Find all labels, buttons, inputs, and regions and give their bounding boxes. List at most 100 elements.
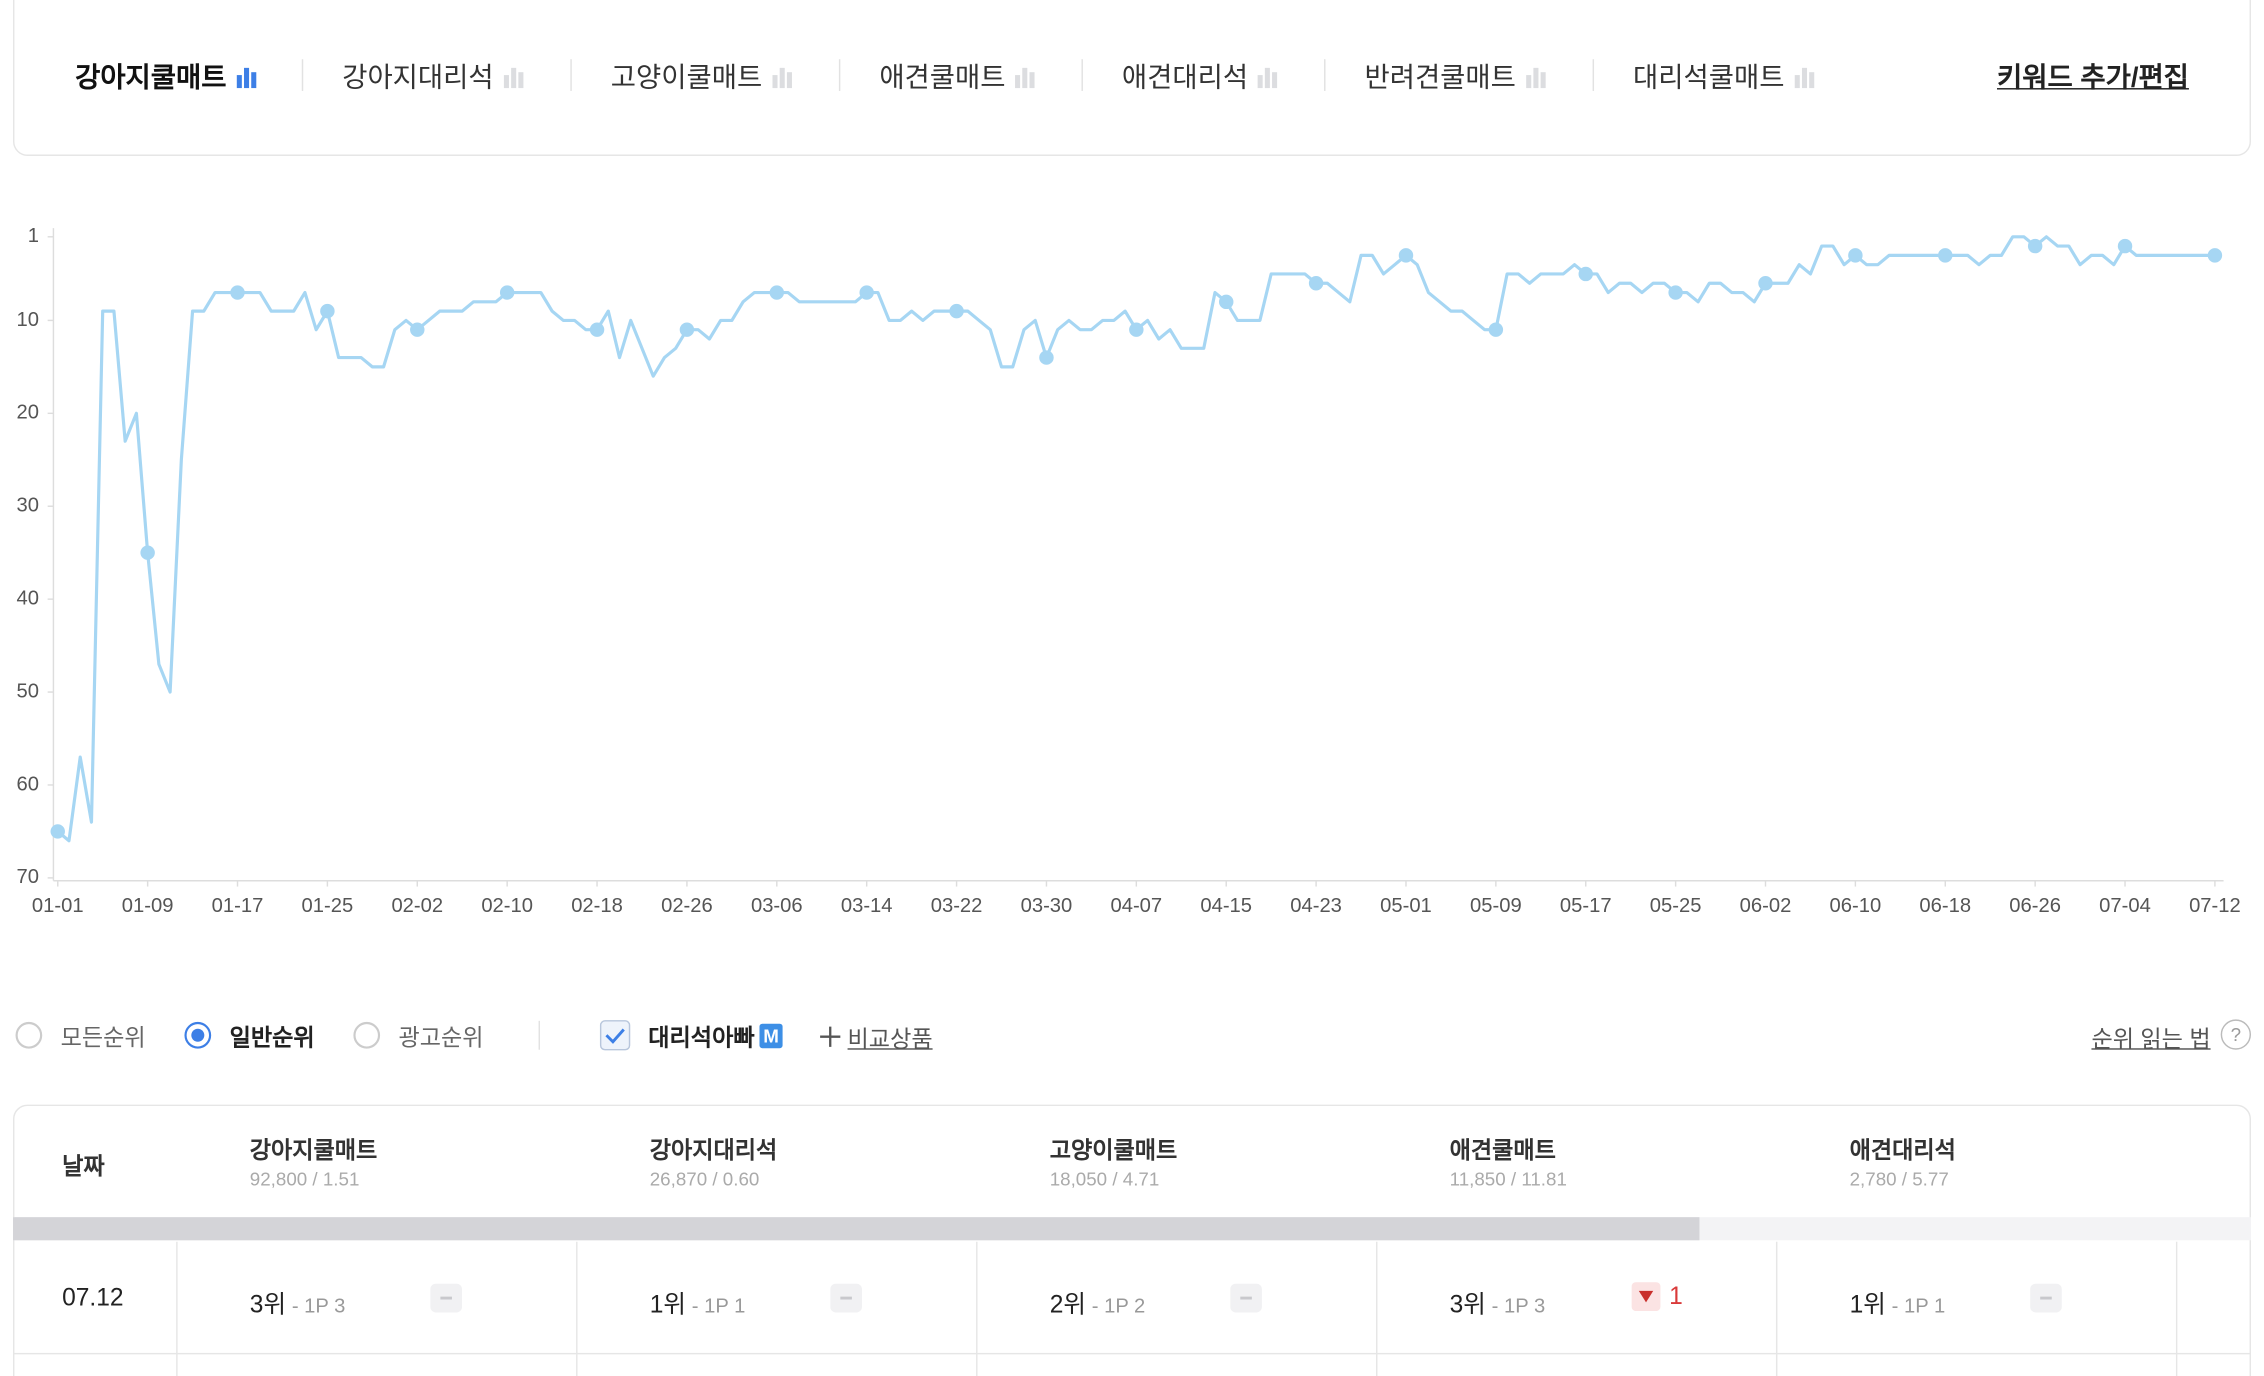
icon-bar: [1272, 71, 1278, 88]
column-stats: 2,780 / 5.77: [1849, 1168, 1949, 1190]
icon-bar: [251, 71, 257, 88]
change-value: 1: [1669, 1282, 1683, 1310]
icon-bar: [243, 67, 249, 88]
x-tick-label: 06-18: [1919, 895, 1971, 917]
x-tick-label: 05-25: [1650, 895, 1702, 917]
product-toggle[interactable]: 대리석아빠 M: [599, 1018, 784, 1053]
tab[interactable]: 고양이쿨매트: [611, 56, 797, 95]
radio: [353, 1021, 381, 1049]
rank: 3위: [249, 1290, 287, 1319]
rank-marker: [1398, 248, 1414, 263]
radio-ring: [15, 1021, 43, 1049]
x-tick-label: 02-02: [391, 895, 443, 917]
tab-separator: [838, 59, 841, 91]
icon-bar: [1526, 74, 1532, 88]
rank-page: - 1P 2: [1091, 1293, 1146, 1317]
x-tick-label: 04-15: [1200, 895, 1252, 917]
tab[interactable]: 애견쿨매트: [879, 56, 1040, 95]
checkbox-box: [599, 1020, 631, 1051]
column-separator: [2175, 1241, 2178, 1376]
rank-option[interactable]: 광고순위: [352, 1018, 484, 1053]
column-separator: [576, 1241, 578, 1376]
x-tick-label: 02-18: [571, 895, 623, 917]
x-tick-label: 06-26: [2009, 895, 2061, 917]
icon-bar: [1809, 71, 1815, 88]
icon-bar: [1022, 67, 1028, 88]
edit-link[interactable]: 키워드 추가/편집: [1996, 63, 2189, 94]
x-tick-label: 05-01: [1380, 895, 1432, 917]
tab-card: [12, 0, 2252, 156]
tab[interactable]: 대리석쿨매트: [1633, 56, 1819, 95]
rank-option[interactable]: 모든순위: [14, 1018, 146, 1053]
tab-icon: [772, 67, 792, 88]
tab[interactable]: 강아지쿨매트: [75, 56, 261, 95]
icon-bar: [1540, 71, 1546, 88]
rank-page: - 1P 3: [291, 1293, 346, 1317]
no-change-badge: [830, 1283, 862, 1313]
checkbox: [599, 1020, 631, 1051]
separator: [538, 1020, 541, 1050]
compare-button[interactable]: 비교상품: [819, 1019, 933, 1054]
rank-option[interactable]: 일반순위: [183, 1018, 315, 1053]
rank-option-label: 일반순위: [229, 1026, 315, 1052]
rank-marker: [1039, 350, 1054, 365]
column-stats: 26,870 / 0.60: [649, 1168, 760, 1190]
icon-bar: [236, 74, 242, 88]
column-separator: [176, 1241, 178, 1376]
column-header: 강아지대리석: [649, 1139, 778, 1164]
y-tick-label: 60: [17, 773, 39, 795]
icon-bar: [1258, 74, 1264, 88]
tab-icon: [503, 67, 524, 88]
y-tick-label: 30: [17, 495, 39, 517]
rank-marker: [589, 322, 605, 337]
help-link[interactable]: 순위 읽는 법: [2091, 1028, 2211, 1053]
x-tick-label: 06-10: [1830, 895, 1882, 917]
rank: 1위: [1849, 1290, 1886, 1319]
rank-cell: 1위 - 1P 1: [650, 1284, 746, 1320]
column-separator: [1775, 1241, 1778, 1376]
rank-marker: [140, 545, 155, 560]
rank-marker: [1129, 322, 1144, 337]
column-stats: 92,800 / 1.51: [249, 1168, 360, 1190]
tab-label: 고양이쿨매트: [610, 63, 763, 94]
tab-label: 애견대리석: [1121, 63, 1249, 94]
tab[interactable]: 애견대리석: [1122, 56, 1283, 95]
change-icon: [1631, 1282, 1661, 1312]
x-tick-label: 01-01: [32, 895, 84, 917]
x-tick-label: 02-10: [481, 895, 533, 917]
tab-separator: [570, 59, 572, 91]
icon-bar: [1015, 74, 1021, 88]
column-separator: [976, 1241, 978, 1376]
rank-option-label: 모든순위: [60, 1026, 146, 1052]
help-icon[interactable]: ?: [2220, 1019, 2252, 1050]
down-arrow: [1638, 1290, 1654, 1303]
x-tick-label: 04-07: [1110, 895, 1162, 917]
chart: 1 10 20 30 40 50 60 70 01-01 01-09 01-17 01-25 02-02…: [17, 225, 2241, 917]
tab-icon: [1794, 67, 1815, 88]
icon-bar: [1030, 71, 1036, 88]
x-tick-label: 07-12: [2189, 895, 2241, 917]
x-tick-label: 05-17: [1560, 895, 1612, 917]
tab[interactable]: 반려견쿨매트: [1364, 56, 1550, 95]
column-header: 애견쿨매트: [1449, 1139, 1556, 1164]
rank-marker: [1578, 266, 1593, 282]
controls: 모든순위 일반순위 광고순위 대리석아빠 M 비교상품 순위 읽는 법?: [0, 1011, 2264, 1063]
x-tick-label: 02-26: [661, 895, 713, 917]
tab-icon: [1526, 67, 1546, 88]
rank-cell: 3위 - 1P 3: [1450, 1284, 1546, 1320]
row-border: [12, 1352, 2252, 1355]
tab[interactable]: 강아지대리석: [342, 56, 528, 95]
tab-label: 강아지쿨매트: [75, 63, 227, 94]
icon-bar: [503, 74, 509, 88]
column-stats: 11,850 / 11.81: [1449, 1168, 1567, 1190]
product-label: 대리석아빠: [648, 1026, 755, 1052]
tab-icon: [1015, 67, 1036, 88]
scroll-thumb: [12, 1217, 1700, 1241]
rank-page: - 1P 3: [1491, 1293, 1546, 1317]
x-tick-label: 03-06: [751, 895, 803, 917]
x-tick-label: 06-02: [1740, 895, 1792, 917]
column-header: 애견대리석: [1849, 1139, 1956, 1164]
column-separator: [1376, 1241, 1378, 1376]
